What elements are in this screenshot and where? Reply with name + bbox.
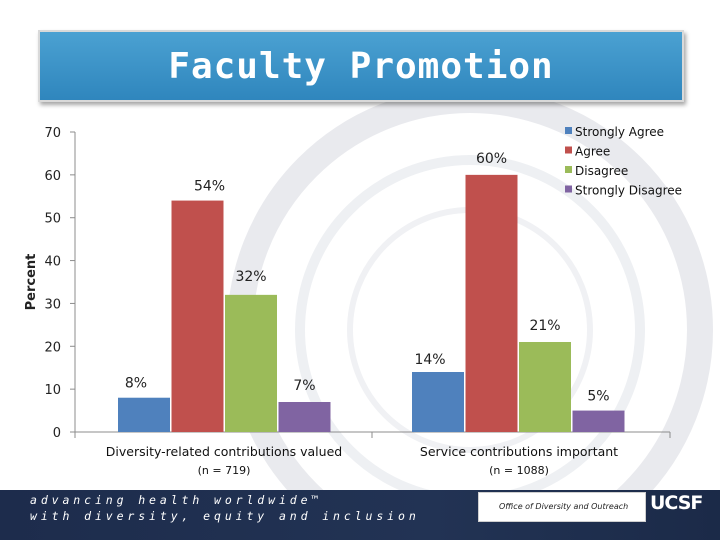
data-label: 32%	[235, 269, 266, 285]
y-axis-title: Percent	[24, 254, 39, 311]
y-tick-label: 10	[44, 383, 61, 398]
bar-strongly-disagree	[572, 410, 625, 432]
bar-disagree	[225, 294, 277, 432]
y-tick-label: 20	[44, 340, 61, 355]
legend-label: Disagree	[575, 164, 628, 178]
data-label: 14%	[414, 352, 445, 368]
office-label-box: Office of Diversity and Outreach	[478, 492, 646, 522]
chart-title: Faculty Promotion	[168, 46, 554, 87]
y-tick-label: 50	[44, 212, 61, 227]
bar-strongly-agree	[412, 372, 464, 432]
bar-disagree	[519, 342, 571, 432]
x-category-label: Diversity-related contributions valued	[106, 444, 342, 459]
ucsf-logo: UCSF	[650, 492, 703, 514]
y-tick-label: 40	[44, 255, 61, 270]
title-banner: Faculty Promotion	[38, 30, 684, 102]
data-label: 60%	[476, 151, 507, 167]
bar-strongly-agree	[118, 397, 170, 432]
legend-swatch	[565, 166, 572, 173]
x-category-n-label: (n = 1088)	[489, 464, 549, 477]
data-label: 21%	[529, 318, 560, 334]
y-tick-label: 70	[44, 126, 61, 141]
data-label: 54%	[194, 179, 225, 195]
data-label: 8%	[125, 376, 147, 392]
bar-strongly-disagree	[278, 402, 331, 432]
y-tick-label: 30	[44, 297, 61, 312]
legend-label: Strongly Disagree	[575, 184, 682, 198]
bar-agree	[171, 200, 224, 432]
bar-agree	[465, 174, 518, 432]
footer-tagline-1: advancing health worldwide™	[30, 493, 323, 507]
legend-label: Strongly Agree	[575, 125, 664, 139]
bar-chart: 0 10 20 30 40 50 60 70 Percent 8% 54% 32% 7% Diversit…	[24, 125, 682, 477]
data-label: 5%	[587, 389, 609, 405]
footer-tagline-2: with diversity, equity and inclusion	[30, 509, 420, 523]
legend-label: Agree	[575, 145, 610, 159]
office-label: Office of Diversity and Outreach	[499, 502, 629, 511]
x-category-label: Service contributions important	[420, 444, 618, 459]
legend-swatch	[565, 146, 572, 154]
y-tick-label: 60	[44, 169, 61, 184]
data-label: 7%	[293, 378, 315, 394]
y-tick-label: 0	[53, 426, 61, 441]
legend-swatch	[565, 127, 572, 134]
x-category-n-label: (n = 719)	[198, 464, 251, 477]
legend-swatch	[565, 185, 572, 193]
